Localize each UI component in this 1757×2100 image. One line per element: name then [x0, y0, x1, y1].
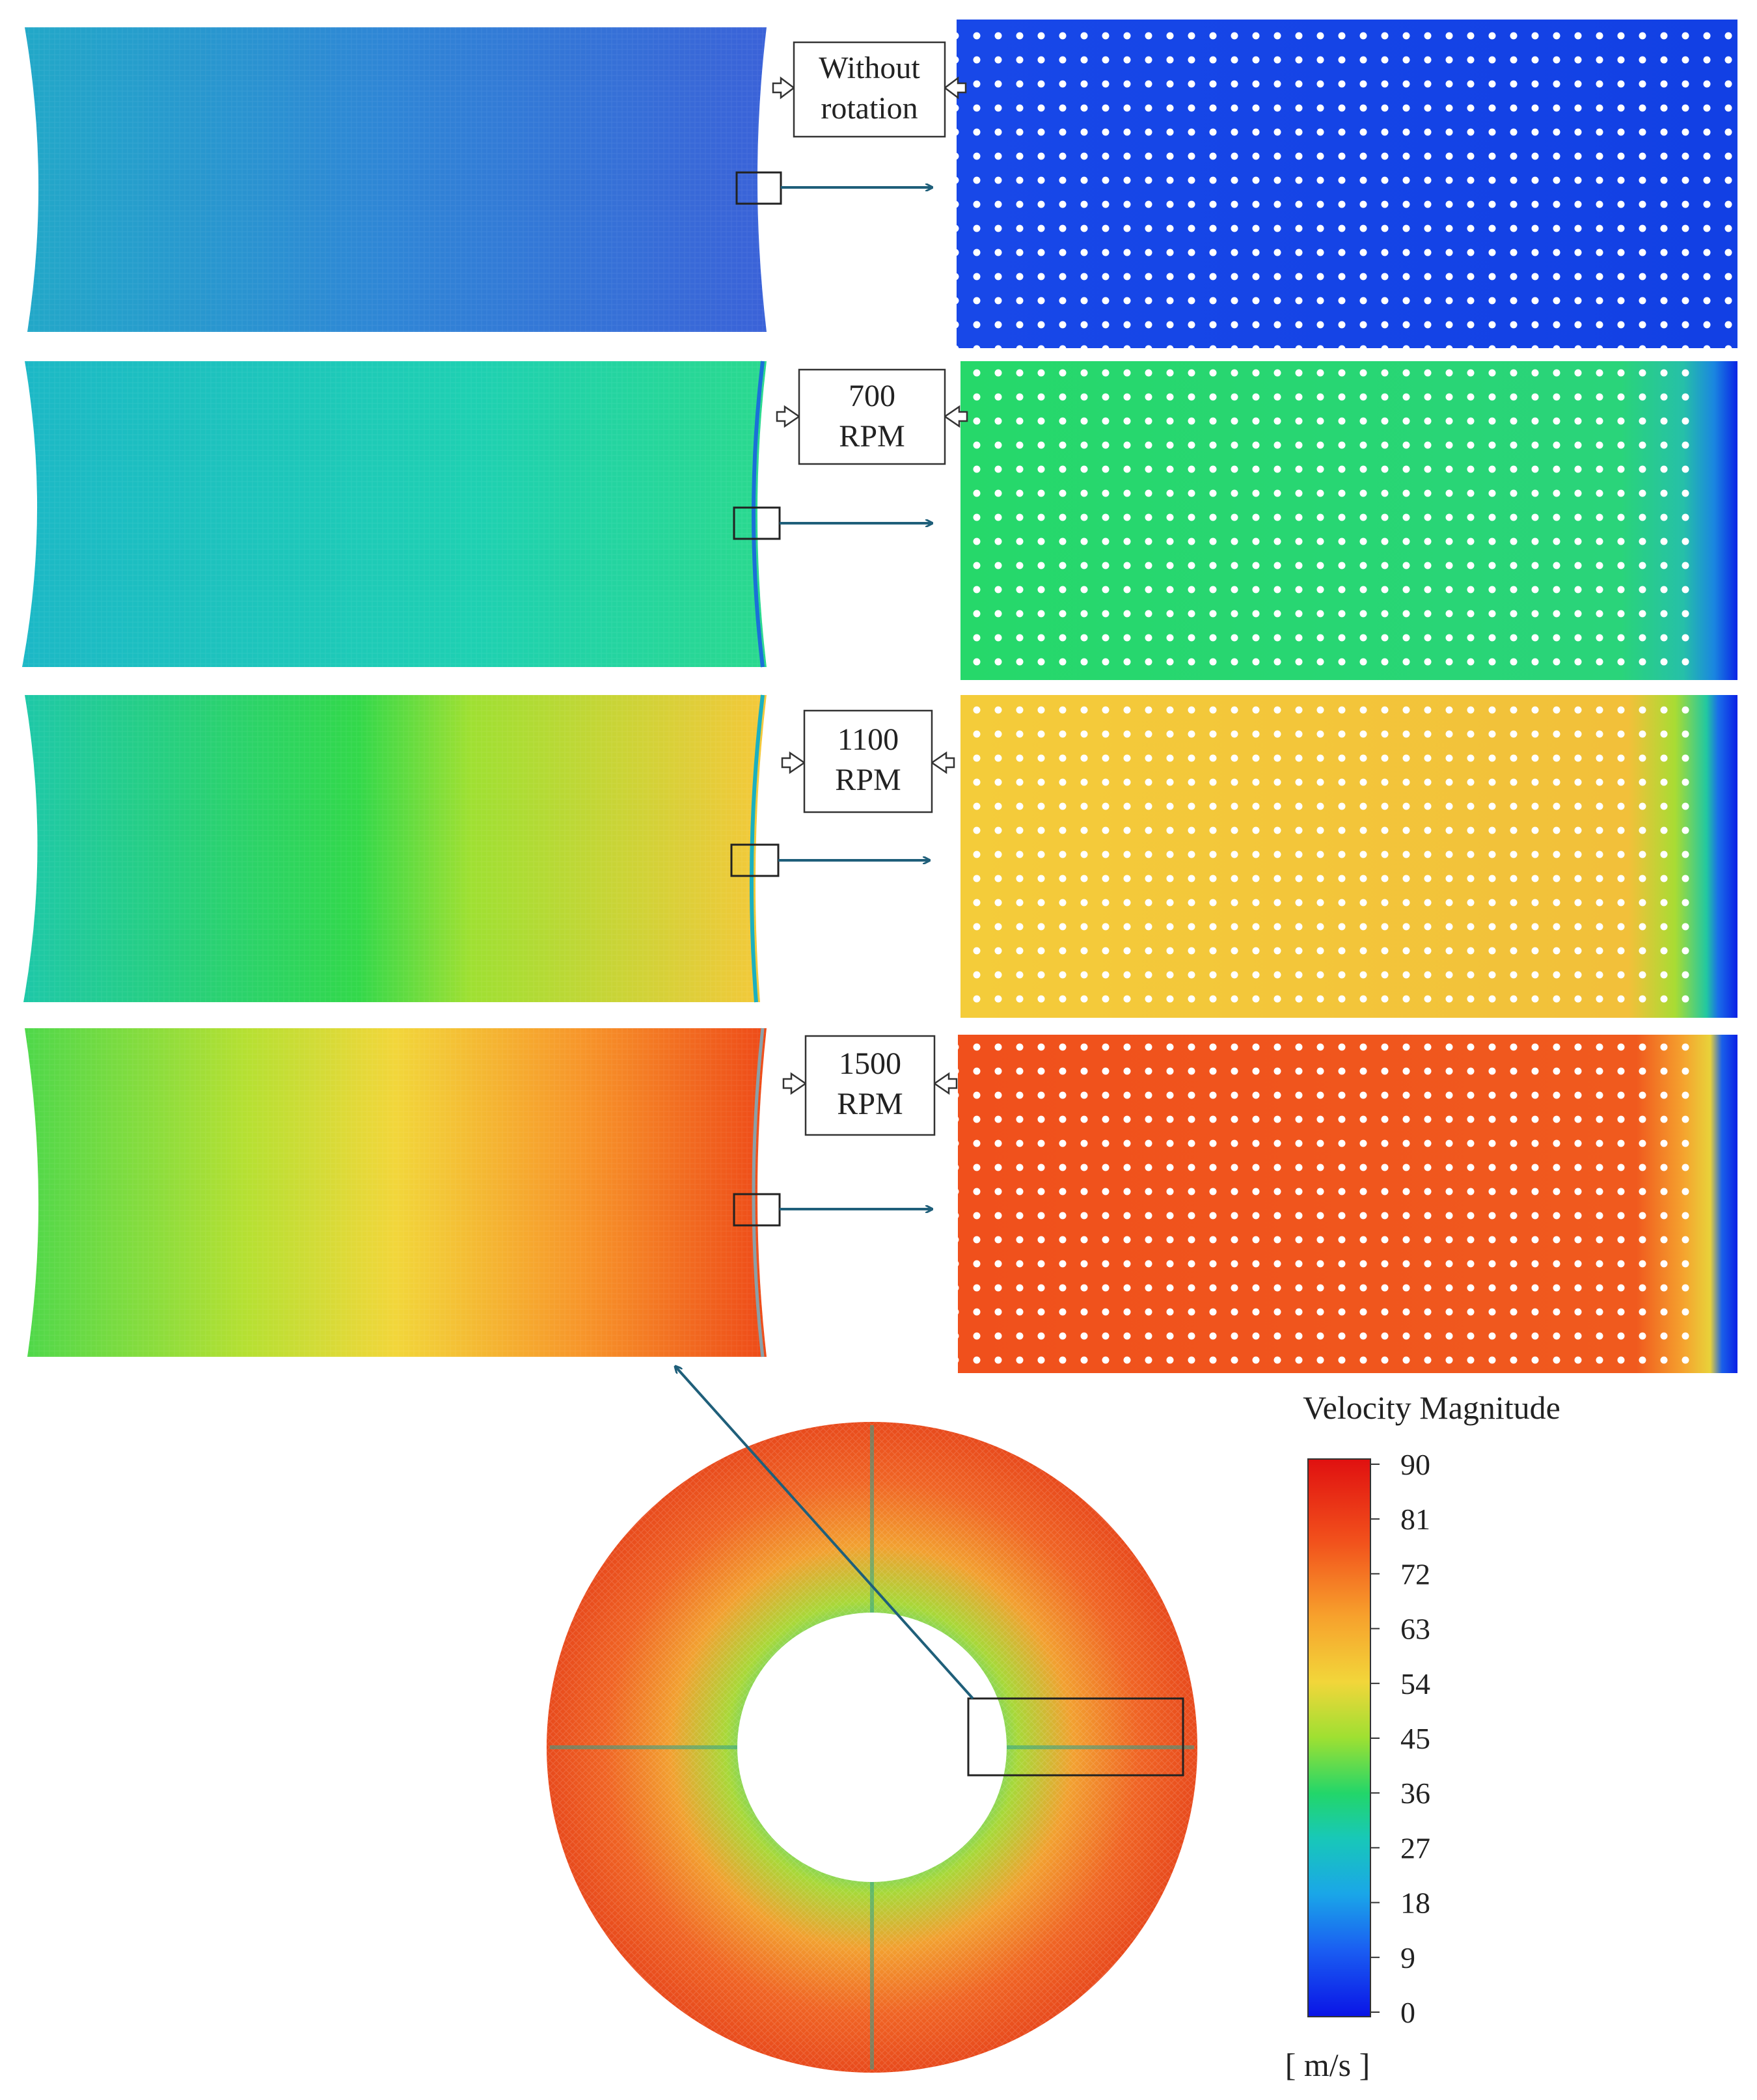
annulus-hole [737, 1613, 1007, 1882]
label-line2: RPM [835, 763, 901, 797]
legend-tick-label: 54 [1400, 1667, 1430, 1700]
colorbar-legend: Velocity Magnitude 90817263544536271890 … [1285, 1389, 1560, 2083]
label-line2: RPM [837, 1087, 903, 1121]
legend-unit: [ m/s ] [1285, 2047, 1370, 2083]
zoom-box [967, 1697, 1184, 1777]
speed-label-1100-rpm: 1100 RPM [781, 709, 955, 813]
legend-tick-label: 9 [1400, 1941, 1415, 1974]
row-700-rpm [22, 361, 1737, 680]
label-line2: rotation [821, 91, 918, 126]
zoom-arrow [675, 1367, 974, 1700]
legend-tick-label: 27 [1400, 1831, 1430, 1864]
label-line1: Without [819, 51, 920, 85]
label-line1: 1100 [838, 722, 899, 757]
speed-label-700-rpm: 700 RPM [776, 368, 968, 465]
legend-tick-label: 72 [1400, 1557, 1430, 1590]
row-1100-rpm [23, 694, 1737, 1018]
colorbar [1307, 1458, 1371, 2017]
label-line2: RPM [839, 419, 905, 454]
row-1500-rpm [25, 1028, 1737, 1373]
speed-label-without-rotation: Without rotation [772, 41, 967, 138]
legend-tick-label: 0 [1400, 1996, 1415, 2029]
speed-label-1500-rpm: 1500 RPM [782, 1035, 958, 1136]
label-line1: 700 [849, 379, 895, 413]
label-line1: 1500 [839, 1046, 901, 1081]
legend-tick-label: 18 [1400, 1887, 1430, 1920]
legend-tick-label: 63 [1400, 1613, 1430, 1646]
legend-tick-label: 81 [1400, 1503, 1430, 1536]
row-without-rotation [25, 20, 1737, 348]
annulus-overview [547, 1367, 1197, 2073]
legend-tick-label: 90 [1400, 1448, 1430, 1481]
legend-tick-label: 36 [1400, 1777, 1430, 1810]
legend-title: Velocity Magnitude [1303, 1389, 1560, 1426]
legend-tick-label: 45 [1400, 1722, 1430, 1755]
